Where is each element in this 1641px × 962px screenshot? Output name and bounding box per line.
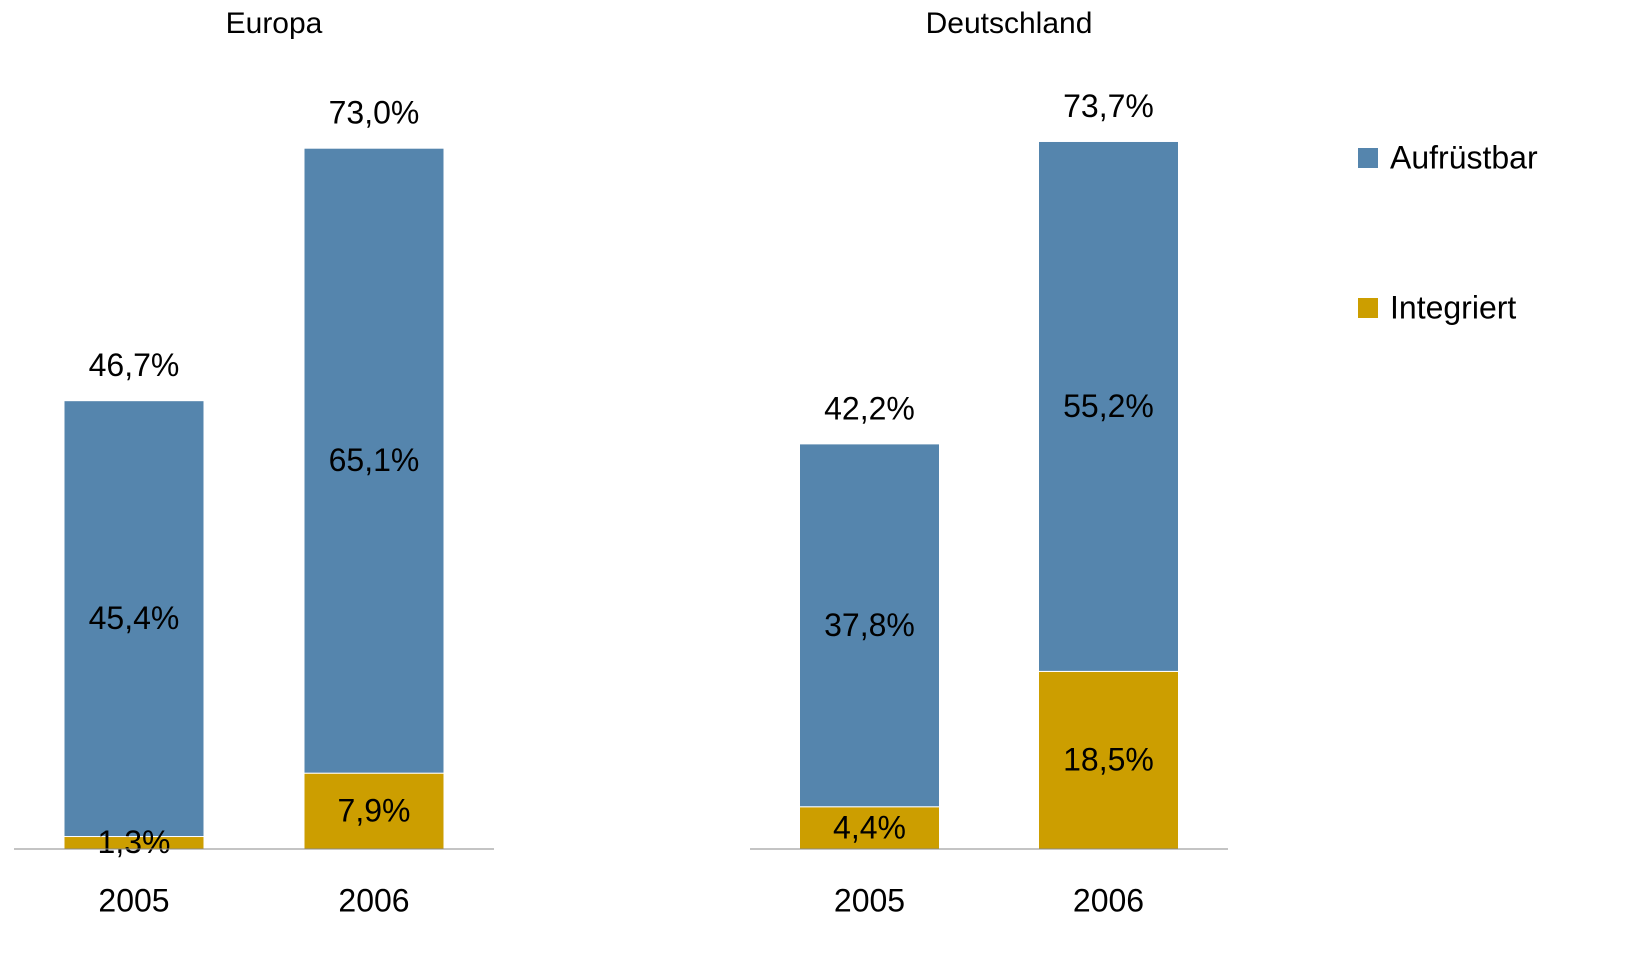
bar-segment: [799, 443, 940, 808]
x-tick-label: 2005: [98, 882, 169, 918]
data-label: 65,1%: [329, 442, 420, 478]
legend-swatch: [1358, 148, 1378, 168]
data-label: 45,4%: [89, 600, 180, 636]
data-label: 1,3%: [98, 824, 171, 860]
bar-segment: [1038, 670, 1179, 850]
data-label: 4,4%: [833, 809, 906, 845]
data-label: 18,5%: [1063, 742, 1154, 778]
total-label: 46,7%: [89, 347, 180, 383]
legend-label: Aufrüstbar: [1390, 139, 1538, 175]
chart-title: Deutschland: [926, 7, 1093, 40]
data-label: 7,9%: [338, 793, 411, 829]
legend-label: Integriert: [1390, 289, 1516, 325]
x-tick-label: 2006: [1073, 882, 1144, 918]
bar-segment: [1038, 140, 1179, 672]
total-label: 42,2%: [824, 390, 915, 426]
total-label: 73,0%: [329, 95, 420, 131]
legend-swatch: [1358, 298, 1378, 318]
data-label: 37,8%: [824, 607, 915, 643]
data-label: 55,2%: [1063, 388, 1154, 424]
bar-segment: [799, 806, 940, 850]
bar-segment: [303, 147, 445, 774]
x-tick-label: 2005: [834, 882, 905, 918]
total-label: 73,7%: [1063, 88, 1154, 124]
bar-segment: [63, 400, 205, 838]
chart-title: Europa: [226, 7, 323, 40]
x-tick-label: 2006: [338, 882, 409, 918]
